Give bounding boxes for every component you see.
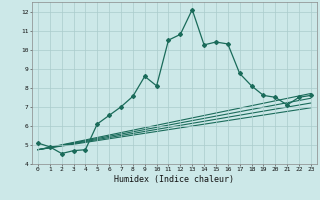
X-axis label: Humidex (Indice chaleur): Humidex (Indice chaleur): [115, 175, 234, 184]
